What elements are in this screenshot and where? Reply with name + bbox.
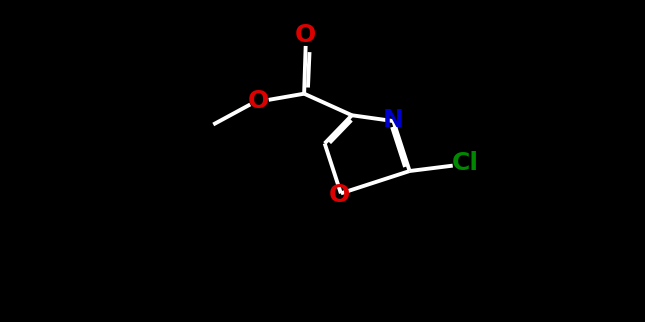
Text: O: O [247, 90, 268, 113]
Text: N: N [383, 108, 404, 132]
Text: Cl: Cl [451, 151, 479, 175]
Text: O: O [295, 23, 316, 47]
Text: O: O [329, 183, 350, 207]
